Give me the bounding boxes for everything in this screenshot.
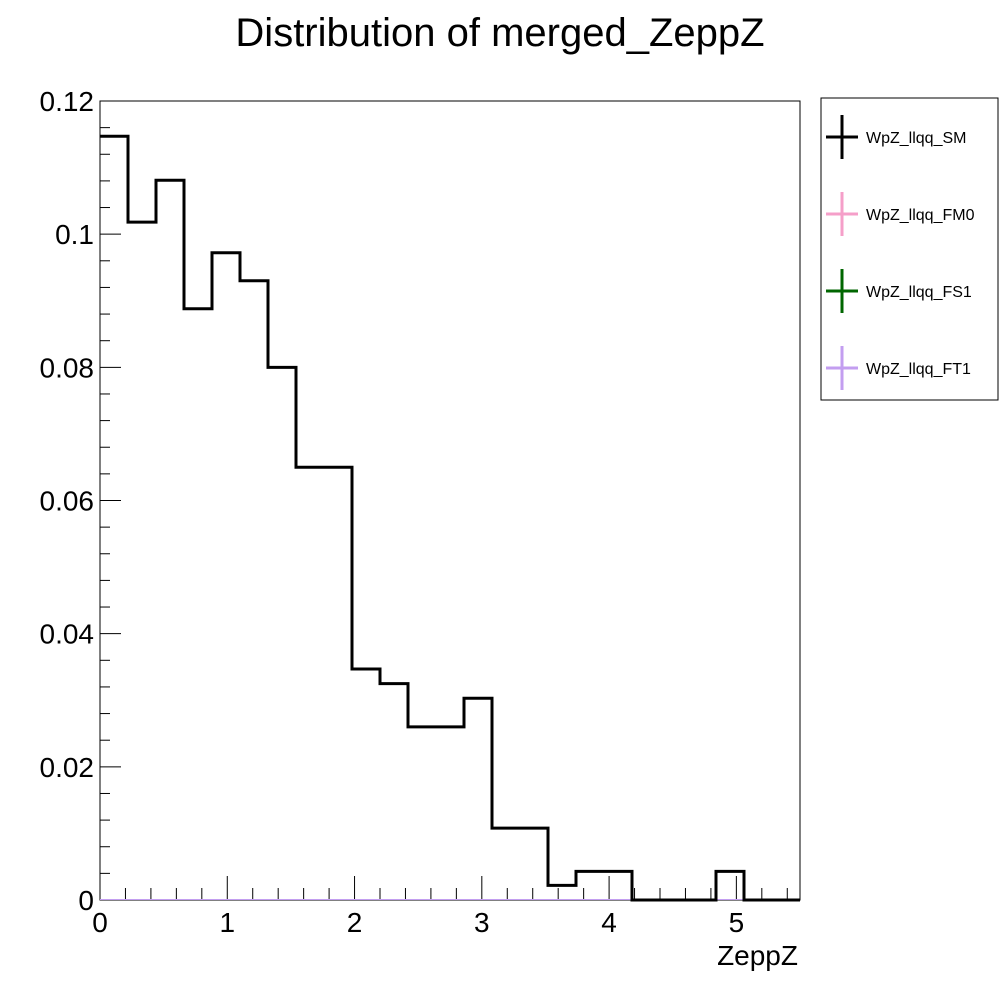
x-axis-label: ZeppZ (717, 940, 798, 971)
plot-frame (99, 100, 801, 901)
legend-entry: WpZ_llqq_SM (826, 115, 966, 159)
x-tick-label: 5 (729, 907, 745, 938)
y-tick-label: 0 (78, 885, 94, 916)
y-tick-label: 0.06 (40, 486, 95, 517)
x-tick-label: 4 (601, 907, 617, 938)
series-step-line (100, 134, 800, 902)
y-tick-label: 0.02 (40, 752, 95, 783)
legend-entry: WpZ_llqq_FM0 (826, 192, 975, 236)
legend-label: WpZ_llqq_FM0 (866, 207, 975, 224)
y-tick-label: 0.12 (40, 86, 95, 117)
y-axis: 0 0.02 0.04 0.06 0.08 0.1 0.12 (40, 86, 121, 916)
legend-box (820, 97, 999, 401)
chart-title: Distribution of merged_ZeppZ (235, 11, 764, 55)
legend-label: WpZ_llqq_FT1 (866, 361, 971, 378)
legend-entry: WpZ_llqq_FS1 (826, 269, 972, 313)
legend-label: WpZ_llqq_FS1 (866, 284, 972, 301)
x-tick-label: 0 (92, 907, 108, 938)
y-tick-label: 0.1 (55, 219, 94, 250)
y-tick-label: 0.04 (40, 619, 95, 650)
x-tick-label: 1 (219, 907, 235, 938)
x-axis: 0 1 2 3 4 5 (92, 876, 788, 938)
legend: WpZ_llqq_SM WpZ_llqq_FM0 WpZ_llqq_FS1 WpZ_l… (820, 97, 999, 401)
x-tick-label: 2 (347, 907, 363, 938)
x-tick-label: 3 (474, 907, 490, 938)
legend-entry: WpZ_llqq_FT1 (826, 346, 971, 390)
y-tick-label: 0.08 (40, 352, 95, 383)
series-layer (100, 134, 800, 902)
legend-label: WpZ_llqq_SM (866, 130, 966, 147)
